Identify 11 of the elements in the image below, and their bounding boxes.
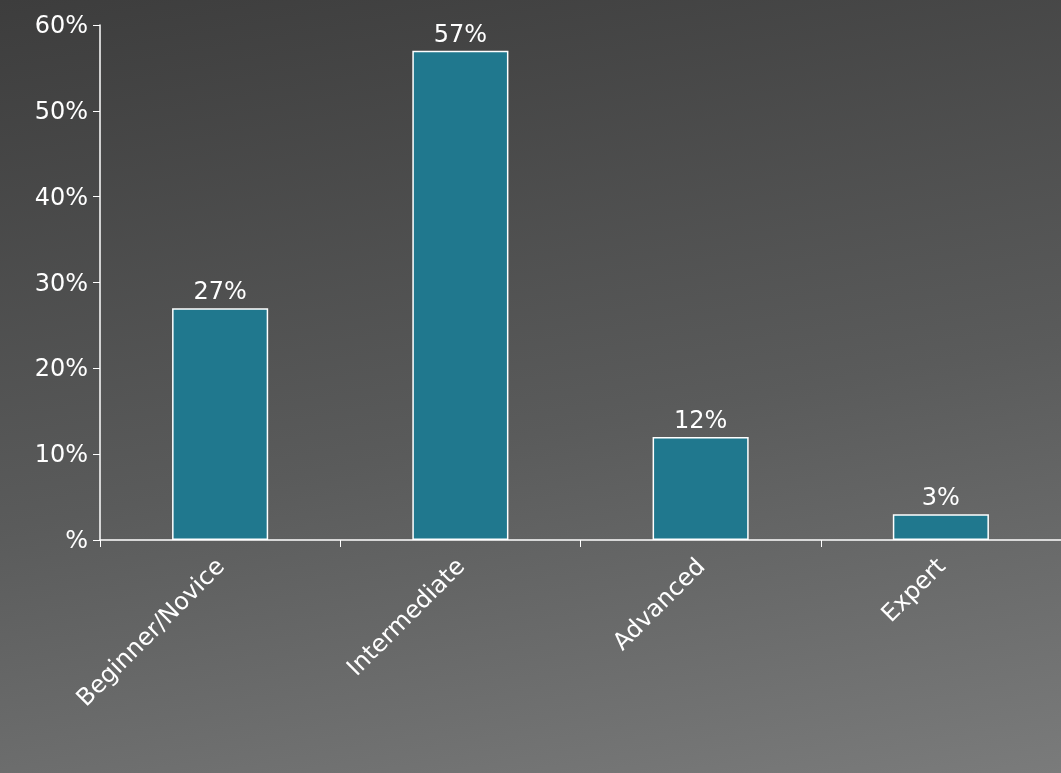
- y-tick-label: 50%: [34, 96, 88, 125]
- data-label: 3%: [921, 483, 960, 512]
- y-tick-label: 10%: [34, 440, 88, 469]
- y-tick-label: %: [65, 526, 88, 554]
- data-label: 27%: [193, 277, 247, 306]
- data-label: 12%: [673, 406, 728, 434]
- data-label: 57%: [433, 19, 488, 48]
- y-tick-label: 30%: [34, 268, 88, 297]
- y-tick-label: 20%: [34, 354, 88, 383]
- y-tick-label: 40%: [34, 182, 88, 211]
- y-tick-label: 60%: [34, 11, 88, 39]
